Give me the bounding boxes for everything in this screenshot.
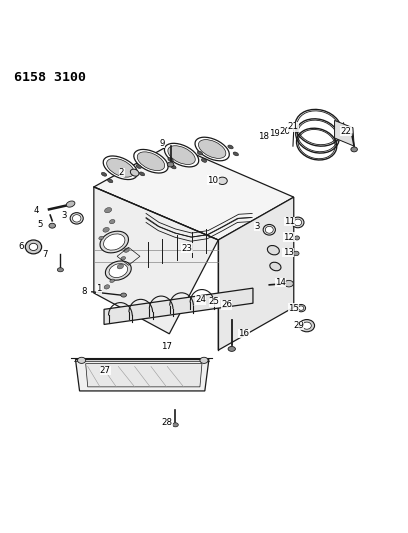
Ellipse shape xyxy=(263,224,275,235)
Text: 8: 8 xyxy=(81,287,86,296)
Text: 15: 15 xyxy=(288,304,299,313)
Ellipse shape xyxy=(124,248,129,252)
Polygon shape xyxy=(104,288,253,325)
Polygon shape xyxy=(75,360,209,391)
Ellipse shape xyxy=(293,251,299,256)
Ellipse shape xyxy=(173,423,178,427)
Text: 19: 19 xyxy=(269,130,279,139)
Text: 9: 9 xyxy=(160,139,165,148)
Ellipse shape xyxy=(198,140,226,158)
Ellipse shape xyxy=(73,215,81,222)
Text: 28: 28 xyxy=(162,418,173,427)
Text: 17: 17 xyxy=(161,342,172,351)
Ellipse shape xyxy=(201,158,207,163)
Ellipse shape xyxy=(167,162,174,167)
Ellipse shape xyxy=(29,243,38,251)
Ellipse shape xyxy=(103,228,109,232)
Ellipse shape xyxy=(171,165,176,169)
Text: 12: 12 xyxy=(284,232,294,241)
Ellipse shape xyxy=(110,279,115,282)
Text: 18: 18 xyxy=(258,132,268,141)
Text: 21: 21 xyxy=(288,123,298,132)
Ellipse shape xyxy=(66,201,75,207)
Ellipse shape xyxy=(109,220,115,224)
Ellipse shape xyxy=(228,145,233,149)
Ellipse shape xyxy=(139,172,145,176)
Ellipse shape xyxy=(104,285,110,289)
Text: 2: 2 xyxy=(119,168,124,177)
Ellipse shape xyxy=(292,217,304,228)
Text: 27: 27 xyxy=(100,366,111,375)
Ellipse shape xyxy=(270,262,281,271)
Text: 7: 7 xyxy=(42,250,48,259)
Ellipse shape xyxy=(298,306,304,310)
Text: 14: 14 xyxy=(275,278,286,287)
Ellipse shape xyxy=(25,240,42,254)
Ellipse shape xyxy=(302,322,311,329)
Text: 26: 26 xyxy=(221,301,232,309)
Ellipse shape xyxy=(130,169,139,176)
Text: 3: 3 xyxy=(254,222,260,231)
Ellipse shape xyxy=(284,280,293,287)
Ellipse shape xyxy=(109,264,128,278)
Ellipse shape xyxy=(200,357,208,364)
Ellipse shape xyxy=(103,156,137,180)
Ellipse shape xyxy=(104,207,112,213)
Polygon shape xyxy=(94,144,294,240)
Ellipse shape xyxy=(70,213,83,224)
Text: 4: 4 xyxy=(33,206,39,215)
Ellipse shape xyxy=(136,165,142,168)
Ellipse shape xyxy=(294,219,302,225)
Ellipse shape xyxy=(49,223,55,228)
Text: 23: 23 xyxy=(182,244,192,253)
Ellipse shape xyxy=(137,152,165,171)
Ellipse shape xyxy=(197,151,203,155)
Ellipse shape xyxy=(217,177,227,184)
Text: 29: 29 xyxy=(293,321,304,330)
Ellipse shape xyxy=(99,236,104,240)
Ellipse shape xyxy=(117,264,124,269)
Ellipse shape xyxy=(265,227,273,233)
Text: 3: 3 xyxy=(62,211,67,220)
Ellipse shape xyxy=(351,147,357,152)
Ellipse shape xyxy=(295,236,299,240)
Text: 5: 5 xyxy=(37,220,43,229)
Ellipse shape xyxy=(101,172,107,176)
Ellipse shape xyxy=(57,268,64,272)
Text: 25: 25 xyxy=(209,297,220,306)
Ellipse shape xyxy=(121,256,126,260)
Ellipse shape xyxy=(105,261,131,280)
Ellipse shape xyxy=(195,137,229,161)
Text: 11: 11 xyxy=(284,217,295,226)
Ellipse shape xyxy=(233,152,239,156)
Ellipse shape xyxy=(104,234,125,250)
Polygon shape xyxy=(218,197,294,350)
Ellipse shape xyxy=(121,293,126,297)
Polygon shape xyxy=(335,120,354,146)
Ellipse shape xyxy=(100,231,129,253)
Text: 13: 13 xyxy=(283,248,293,257)
Text: 20: 20 xyxy=(279,126,290,135)
Polygon shape xyxy=(86,364,202,387)
Ellipse shape xyxy=(267,246,279,255)
Ellipse shape xyxy=(164,143,199,167)
Ellipse shape xyxy=(106,158,134,177)
Ellipse shape xyxy=(297,304,306,312)
Ellipse shape xyxy=(134,149,168,173)
Text: 22: 22 xyxy=(341,126,351,135)
Text: 6: 6 xyxy=(18,243,24,252)
Text: 6158 3100: 6158 3100 xyxy=(14,71,86,84)
Ellipse shape xyxy=(168,146,195,165)
Ellipse shape xyxy=(168,158,173,161)
Polygon shape xyxy=(94,187,218,334)
Text: 10: 10 xyxy=(208,175,218,184)
Ellipse shape xyxy=(228,346,235,351)
Ellipse shape xyxy=(107,179,113,183)
Text: 24: 24 xyxy=(195,295,206,304)
Ellipse shape xyxy=(78,357,86,364)
Text: 16: 16 xyxy=(239,329,249,338)
Ellipse shape xyxy=(299,320,315,332)
Text: 1: 1 xyxy=(96,285,102,294)
